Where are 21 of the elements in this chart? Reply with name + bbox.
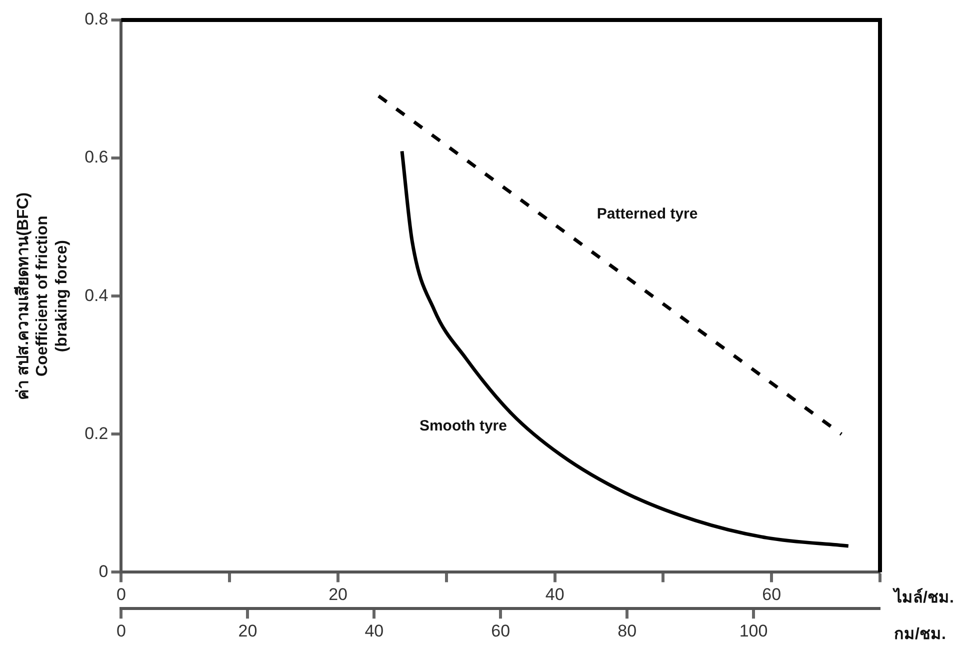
y-tick-label: 0.2 [84, 424, 108, 443]
series-label: Patterned tyre [596, 205, 698, 222]
x-axis-title: กม/ชม. [894, 626, 946, 644]
x2-tick-label: 20 [328, 585, 348, 604]
y-tick-label: 0 [98, 562, 108, 581]
x-tick-label: 20 [238, 621, 258, 640]
y-axis-title: ค่า สปส.ความเสียดทาน(BFC) Coefficient of friction (braking force) [13, 192, 70, 400]
x-tick-label: 60 [491, 621, 510, 640]
y-tick-label: 0.6 [84, 148, 108, 167]
x2-tick-label: 60 [762, 585, 782, 604]
y-tick-label: 0.8 [84, 10, 108, 29]
x2-tick-label: 40 [545, 585, 564, 604]
y-tick-label: 0.4 [84, 286, 108, 305]
x-tick-label: 0 [116, 621, 126, 640]
x-tick-label: 100 [739, 621, 768, 640]
x-tick-label: 80 [618, 621, 637, 640]
line-series [400, 149, 850, 548]
x-tick-label: 40 [364, 621, 384, 640]
x2-tick-label: 0 [116, 585, 126, 604]
x2-axis-title: ไมล์/ชม. [892, 588, 954, 607]
series-label: Smooth tyre [419, 418, 507, 435]
